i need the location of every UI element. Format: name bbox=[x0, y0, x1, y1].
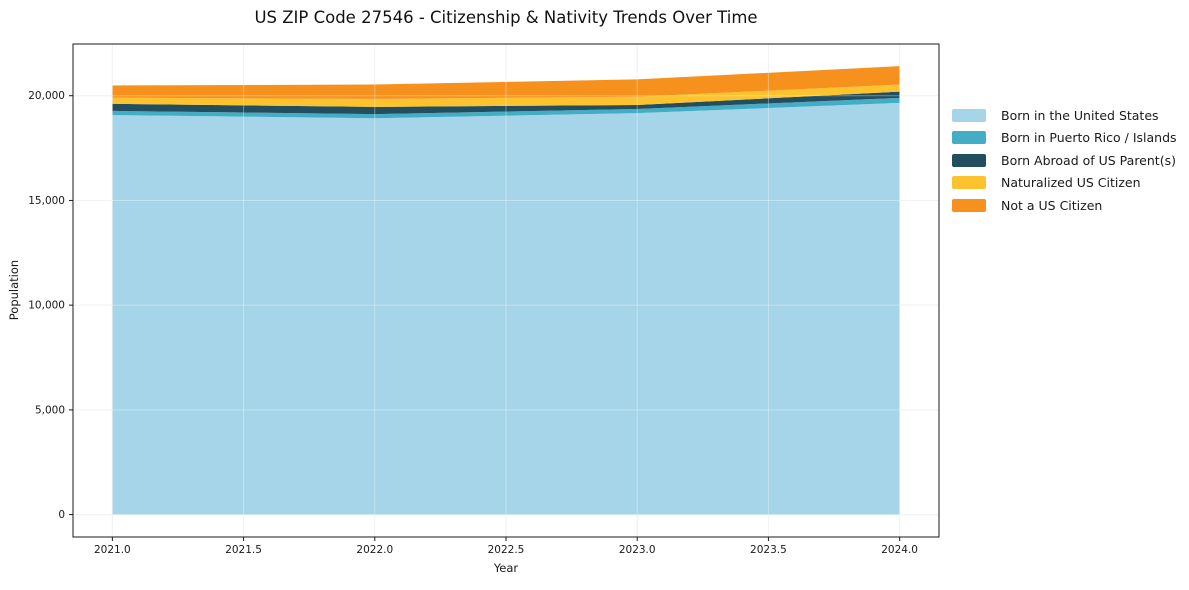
legend-label: Born Abroad of US Parent(s) bbox=[1001, 152, 1176, 168]
legend-swatch-icon bbox=[952, 176, 986, 190]
area-series-not-a-us-citizen bbox=[112, 66, 900, 99]
area-series-born-in-puerto-rico-islands bbox=[112, 97, 900, 119]
legend-item: Not a US Citizen bbox=[952, 194, 1177, 217]
legend-label: Born in the United States bbox=[1001, 107, 1159, 123]
x-tick-label: 2023.0 bbox=[619, 544, 656, 556]
x-tick-label: 2022.0 bbox=[356, 544, 393, 556]
legend-swatch-icon bbox=[952, 131, 986, 145]
y-tick-label: 0 bbox=[58, 509, 65, 521]
area-series-born-abroad-of-us-parent-s- bbox=[112, 91, 900, 115]
x-tick-label: 2021.0 bbox=[94, 544, 131, 556]
y-tick-label: 10,000 bbox=[28, 300, 65, 312]
legend: Born in the United States Born in Puerto … bbox=[952, 104, 1177, 217]
legend-item: Born in the United States bbox=[952, 104, 1177, 127]
y-tick-label: 15,000 bbox=[28, 195, 65, 207]
legend-item: Born in Puerto Rico / Islands bbox=[952, 127, 1177, 150]
legend-label: Born in Puerto Rico / Islands bbox=[1001, 130, 1177, 146]
legend-swatch-icon bbox=[952, 198, 986, 212]
chart-title: US ZIP Code 27546 - Citizenship & Nativi… bbox=[254, 8, 758, 27]
legend-label: Naturalized US Citizen bbox=[1001, 175, 1141, 191]
legend-item: Born Abroad of US Parent(s) bbox=[952, 149, 1177, 172]
x-tick-label: 2023.5 bbox=[750, 544, 787, 556]
legend-item: Naturalized US Citizen bbox=[952, 172, 1177, 195]
x-axis-label: Year bbox=[493, 561, 519, 575]
legend-swatch-icon bbox=[952, 153, 986, 167]
legend-label: Not a US Citizen bbox=[1001, 197, 1103, 213]
y-tick-label: 20,000 bbox=[28, 90, 65, 102]
legend-swatch-icon bbox=[952, 108, 986, 122]
x-tick-label: 2024.0 bbox=[881, 544, 918, 556]
x-tick-label: 2021.5 bbox=[225, 544, 262, 556]
x-tick-label: 2022.5 bbox=[488, 544, 525, 556]
y-axis-label: Population bbox=[7, 259, 21, 321]
area-series-naturalized-us-citizen bbox=[112, 84, 900, 107]
y-tick-label: 5,000 bbox=[35, 404, 65, 416]
area-series-born-in-the-united-states bbox=[112, 102, 900, 515]
